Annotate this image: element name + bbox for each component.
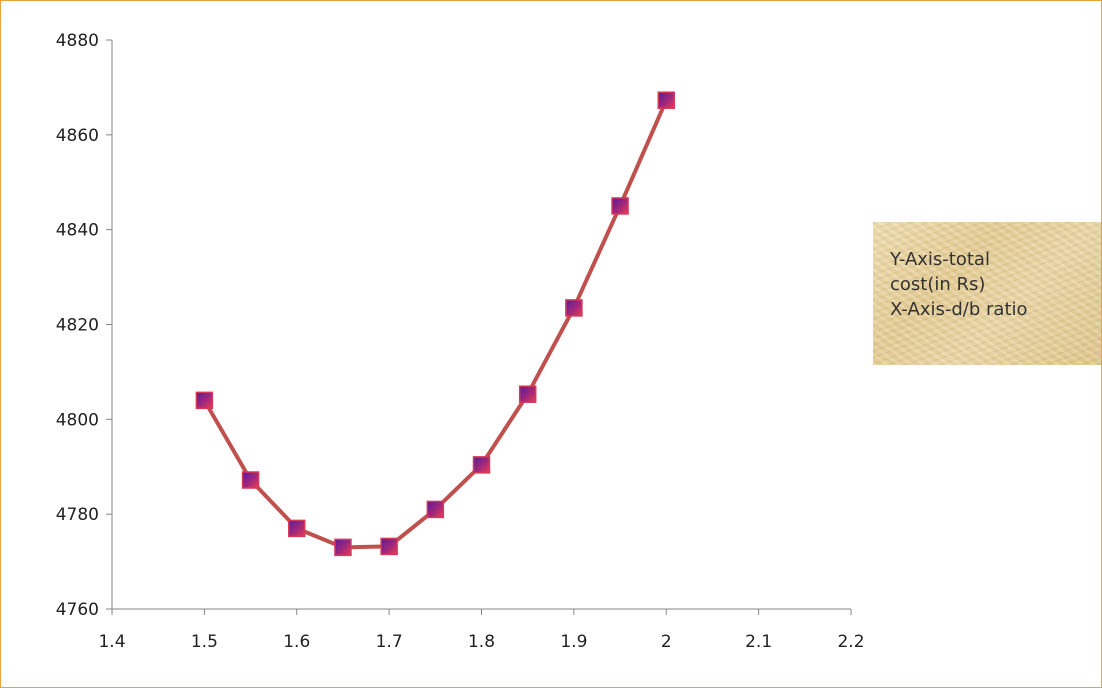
x-tick-label: 1.4 [98,632,125,652]
axis-description-note: Y-Axis-total cost(in Rs) X-Axis-d/b rati… [873,222,1101,365]
y-tick-label: 4860 [56,126,99,146]
data-point-marker [426,500,445,519]
data-point-marker [380,537,398,556]
y-tick-label: 4780 [56,505,99,525]
y-tick-label: 4820 [56,316,99,336]
data-point-marker [241,471,260,489]
x-tick-label: 2 [661,632,672,652]
y-tick-label: 4760 [56,600,99,620]
note-line-2: cost(in Rs) [890,274,986,295]
x-tick-label: 2.1 [745,632,772,652]
data-point-marker [195,391,214,410]
y-tick-label: 4880 [56,31,99,51]
data-point-marker [288,519,306,538]
data-point-marker [565,299,583,317]
data-point-marker [334,538,352,557]
x-tick-label: 2.2 [837,632,864,652]
y-tick-label: 4840 [56,221,99,241]
note-line-3: X-Axis-d/b ratio [890,299,1028,320]
axes: 4760 4780 4800 4820 4840 4860 4880 1.4 1.5 1.6 1.7… [56,31,865,652]
data-point-marker [472,456,491,474]
series-line [202,99,669,550]
data-markers [195,91,675,557]
x-tick-label: 1.7 [376,632,403,652]
x-tick-label: 1.5 [191,632,218,652]
data-point-marker [518,385,537,403]
data-point-marker [611,197,629,215]
note-line-1: Y-Axis-total [890,249,990,270]
x-tick-label: 1.6 [283,632,310,652]
x-tick-label: 1.8 [468,632,495,652]
data-point-marker [657,91,675,109]
x-tick-label: 1.9 [560,632,587,652]
series-polyline [202,99,669,550]
y-tick-label: 4800 [56,410,99,430]
